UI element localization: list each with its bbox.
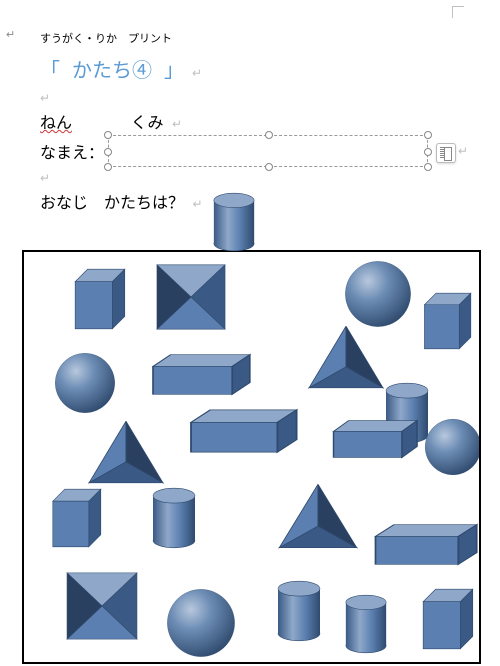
shape-triangle xyxy=(274,480,362,552)
shape-sphere xyxy=(424,418,481,476)
shape-cylinder xyxy=(149,487,199,549)
worksheet-title: 「 かたち④ 」 ↵ xyxy=(40,54,480,83)
shape-triangle xyxy=(304,322,388,392)
resize-handle-icon[interactable] xyxy=(424,163,432,171)
example-shape-cylinder xyxy=(210,192,258,252)
resize-handle-icon[interactable] xyxy=(424,148,432,156)
worksheet-page: すうがく・りか プリント 「 かたち④ 」 ↵ ↵ ねん くみ ↵ なまえ： ↵… xyxy=(0,0,500,213)
resize-handle-icon[interactable] xyxy=(265,163,273,171)
resize-handle-icon[interactable] xyxy=(104,148,112,156)
shape-cube xyxy=(414,292,472,350)
shape-cuboid xyxy=(179,407,299,455)
layout-options-icon[interactable] xyxy=(436,143,456,163)
para-mark-icon: ↵ xyxy=(192,66,202,80)
para-mark-icon: ↵ xyxy=(192,197,202,211)
resize-handle-icon[interactable] xyxy=(424,131,432,139)
shape-triangle xyxy=(84,417,168,487)
shape-sphere xyxy=(54,352,116,414)
shape-cuboid xyxy=(324,418,419,460)
shape-pyramid xyxy=(154,262,228,332)
shapes-container xyxy=(22,250,481,664)
shape-cuboid xyxy=(142,352,252,397)
shape-cube xyxy=(42,488,102,548)
para-mark-icon: ↵ xyxy=(458,144,468,158)
para-mark-icon: ↵ xyxy=(172,117,182,131)
name-label: なまえ： xyxy=(40,139,104,163)
shape-cylinder xyxy=(274,580,324,642)
shape-cylinder xyxy=(342,594,390,654)
resize-handle-icon[interactable] xyxy=(265,131,273,139)
shape-pyramid xyxy=(64,570,140,642)
worksheet-header: すうがく・りか プリント xyxy=(40,30,480,46)
resize-handle-icon[interactable] xyxy=(104,163,112,171)
name-textbox-selected[interactable] xyxy=(108,135,428,167)
grade-class-line: ねん くみ ↵ xyxy=(40,109,480,133)
para-mark-icon: ↵ xyxy=(40,171,480,185)
shape-cube xyxy=(64,268,126,330)
para-mark-icon: ↵ xyxy=(40,91,480,105)
name-row: なまえ： ↵ xyxy=(40,135,480,167)
shape-sphere xyxy=(166,588,236,658)
question-text: おなじ かたちは？ ↵ xyxy=(40,189,480,213)
shape-sphere xyxy=(344,260,412,328)
shape-cuboid xyxy=(364,522,479,567)
resize-handle-icon[interactable] xyxy=(104,131,112,139)
shape-cube xyxy=(412,588,474,650)
